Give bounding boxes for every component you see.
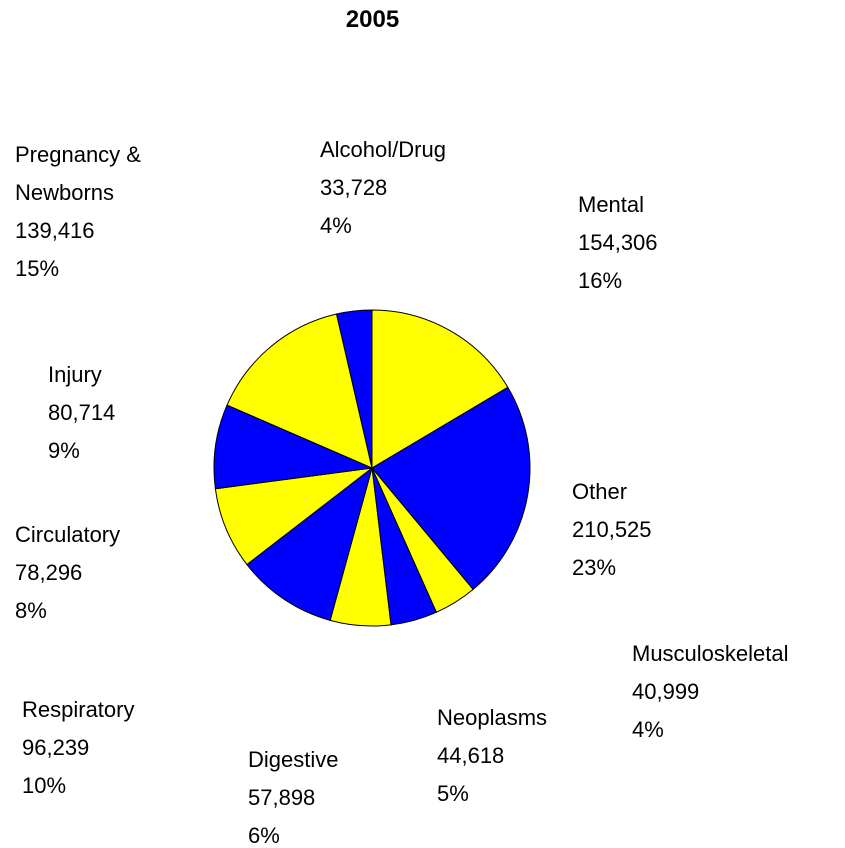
slice-name: Pregnancy & Newborns xyxy=(15,142,141,205)
pie-slice xyxy=(246,466,373,621)
slice-value: 57,898 xyxy=(248,785,316,810)
slice-name: Mental xyxy=(578,192,645,217)
slice-name: Alcohol/Drug xyxy=(320,137,446,162)
slice-name: Other xyxy=(572,479,628,504)
slice-percent: 4% xyxy=(320,213,352,238)
pie-slice xyxy=(371,386,531,591)
slice-percent: 6% xyxy=(248,823,280,848)
slice-value: 210,525 xyxy=(572,517,652,542)
slice-percent: 5% xyxy=(437,781,469,806)
slice-label: Musculoskeletal 40,999 4% xyxy=(632,635,789,749)
slice-percent: 4% xyxy=(632,717,664,742)
slice-label: Neoplasms 44,618 5% xyxy=(437,699,547,813)
slice-value: 80,714 xyxy=(48,400,116,425)
chart-title: 2005 xyxy=(345,6,400,33)
slice-name: Injury xyxy=(48,362,102,387)
pie-slice xyxy=(335,309,373,469)
slice-percent: 9% xyxy=(48,438,80,463)
slice-percent: 15% xyxy=(15,256,60,281)
slice-value: 40,999 xyxy=(632,679,700,704)
slice-value: 44,618 xyxy=(437,743,505,768)
slice-percent: 10% xyxy=(22,773,67,798)
slice-percent: 23% xyxy=(572,555,617,580)
slice-name: Digestive xyxy=(248,747,339,772)
slice-value: 139,416 xyxy=(15,218,95,243)
pie-slice xyxy=(226,313,373,469)
slice-label: Other 210,525 23% xyxy=(572,473,652,587)
slice-percent: 8% xyxy=(15,598,47,623)
slice-label: Alcohol/Drug 33,728 4% xyxy=(320,131,446,245)
slice-label: Pregnancy & Newborns 139,416 15% xyxy=(15,136,190,288)
slice-label: Mental 154,306 16% xyxy=(578,186,658,300)
slice-label: Circulatory 78,296 8% xyxy=(15,516,120,630)
slice-value: 33,728 xyxy=(320,175,388,200)
slice-label: Digestive 57,898 6% xyxy=(248,741,338,848)
slice-percent: 16% xyxy=(578,268,623,293)
slice-name: Respiratory xyxy=(22,697,135,722)
slice-name: Circulatory xyxy=(15,522,121,547)
pie-slice xyxy=(371,309,509,469)
slice-value: 154,306 xyxy=(578,230,658,255)
slice-value: 78,296 xyxy=(15,560,83,585)
slice-name: Neoplasms xyxy=(437,705,548,730)
pie-slice xyxy=(213,404,374,490)
slice-label: Injury 80,714 9% xyxy=(48,356,115,470)
slice-label: Respiratory 96,239 10% xyxy=(22,691,134,805)
slice-value: 96,239 xyxy=(22,735,90,760)
slice-name: Musculoskeletal xyxy=(632,641,789,666)
